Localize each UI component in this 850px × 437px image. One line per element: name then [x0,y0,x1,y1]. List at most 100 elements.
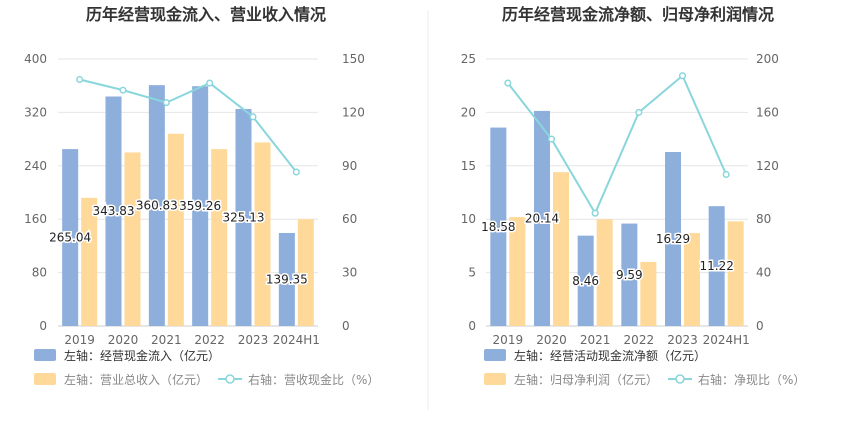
chart-panel-2: 历年经营现金流净额、归母净利润情况 0 0 5 40 10 80 15 120 20 160 25 20… [461,5,806,387]
bar-primary [621,223,638,326]
right-axis-tick: 30 [342,266,357,280]
left-axis-tick: 10 [461,212,476,226]
bar-primary [490,127,507,326]
left-axis-tick: 20 [461,105,476,119]
left-axis-tick: 0 [39,319,47,333]
legend-label: 左轴：归母净利润（亿元） [514,372,658,387]
data-label: 265.04 [49,231,91,245]
ratio-line [79,78,298,173]
bar-primary [192,86,209,327]
bar-secondary [509,217,526,326]
ratio-line [507,74,728,216]
ratio-point [119,86,127,94]
left-axis-tick: 160 [24,212,47,226]
data-label: 359.26 [179,199,221,213]
left-axis-tick: 240 [24,159,47,173]
chart-title: 历年经营现金流入、营业收入情况 [86,5,326,24]
ratio-point [635,108,643,116]
right-axis-tick: 120 [342,105,365,119]
x-axis-tick: 2022 [194,333,225,347]
bar-secondary [254,142,271,326]
x-axis-tick: 2023 [667,333,698,347]
legend-swatch-primary [484,349,506,361]
ratio-point [722,170,730,179]
right-axis-tick: 0 [342,319,350,333]
left-axis-tick: 0 [468,319,476,333]
right-axis-tick: 160 [756,105,779,119]
ratio-point [591,209,599,217]
x-axis-tick: 2023 [238,333,269,347]
x-axis-tick: 2020 [536,333,567,347]
bar-primary [665,152,681,326]
left-axis-tick: 5 [468,266,476,280]
legend-label: 左轴：经营现金流入（亿元） [64,348,220,363]
bar-secondary [684,233,700,326]
legend-label: 左轴：营业总收入（亿元） [64,372,208,387]
bar-primary [708,206,725,326]
bar-primary [577,235,594,326]
x-axis-tick: 2024H1 [273,333,320,347]
data-label: 8.46 [572,274,599,288]
left-axis-tick: 400 [24,52,47,66]
ratio-point [249,113,257,121]
bar-secondary [297,219,314,326]
legend-swatch-secondary [484,373,506,385]
bar-primary [235,108,252,326]
right-axis-tick: 40 [756,266,771,280]
data-label: 139.35 [266,272,308,286]
bar-primary [105,96,122,327]
right-axis-tick: 80 [756,212,771,226]
right-axis-tick: 90 [342,159,357,173]
bar-secondary [211,149,228,326]
bar-primary [278,232,295,326]
left-axis-tick: 25 [461,52,476,66]
ratio-point [678,72,687,80]
right-axis-tick: 60 [342,212,357,226]
bar-secondary [727,221,744,326]
chart-title: 历年经营现金流净额、归母净利润情况 [502,5,774,24]
legend-swatch-marker [675,374,685,384]
chart-panel-1: 历年经营现金流入、营业收入情况 0 0 80 30 160 60 240 90 320 120 400… [24,5,379,387]
data-label: 9.59 [616,268,643,282]
x-axis-tick: 2021 [151,333,182,347]
right-axis-tick: 200 [756,52,779,66]
ratio-point [292,168,300,176]
data-label: 16.29 [656,232,690,246]
legend-swatch-secondary [34,373,56,385]
legend-swatch-marker [225,374,235,384]
legend-label: 右轴：净现比（%） [698,372,805,387]
bar-secondary [167,133,184,326]
data-label: 11.22 [699,259,733,273]
left-axis-tick: 80 [32,266,47,280]
bar-primary [148,85,165,327]
bar-secondary [124,152,141,326]
left-axis-tick: 320 [24,105,47,119]
data-label: 20.14 [525,211,559,225]
legend-label: 左轴：经营活动现金流净额（亿元） [514,348,706,363]
ratio-point [206,79,214,87]
x-axis-tick: 2019 [493,333,524,347]
data-label: 360.83 [136,199,178,213]
ratio-point [76,75,84,84]
ratio-point [504,79,512,87]
x-axis-tick: 2022 [624,333,655,347]
data-label: 343.83 [93,204,135,218]
ratio-point [162,99,170,107]
data-label: 18.58 [481,220,515,234]
bar-primary [62,149,79,326]
legend-label: 右轴：营收现金比（%） [248,372,379,387]
bar-secondary [553,172,569,326]
legend-swatch-primary [34,349,56,361]
bar-primary [534,110,550,326]
right-axis-tick: 0 [756,319,764,333]
x-axis-tick: 2024H1 [703,333,750,347]
left-axis-tick: 15 [461,159,476,173]
ratio-point [547,135,556,143]
x-axis-tick: 2019 [64,333,95,347]
right-axis-tick: 120 [756,159,779,173]
x-axis-tick: 2020 [108,333,139,347]
bar-secondary [640,261,657,326]
x-axis-tick: 2021 [580,333,611,347]
bar-secondary [596,219,613,326]
